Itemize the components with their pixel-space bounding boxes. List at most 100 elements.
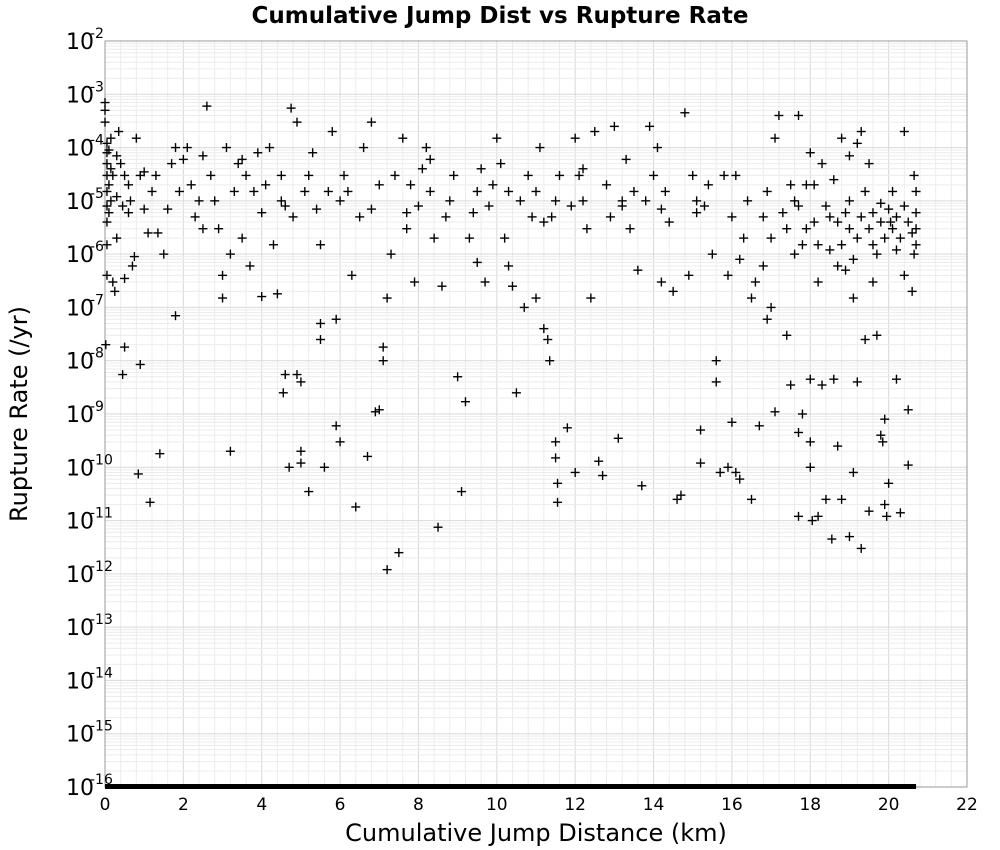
data-point (762, 186, 772, 196)
data-point (656, 277, 666, 287)
x-tick-label: 8 (413, 795, 424, 815)
data-point (821, 494, 831, 504)
y-tick-base: 10 (66, 296, 94, 321)
data-point (316, 318, 325, 328)
data-point (844, 151, 854, 161)
data-point (261, 180, 271, 190)
data-point (778, 208, 788, 218)
data-point (782, 330, 792, 340)
y-tick-base: 10 (66, 669, 94, 694)
data-point (637, 481, 647, 491)
data-point (280, 201, 290, 211)
data-point (813, 240, 823, 250)
data-point (762, 314, 772, 324)
data-point (848, 293, 858, 303)
data-point (106, 196, 116, 206)
data-point (880, 233, 890, 243)
data-point (895, 508, 905, 518)
data-point (868, 240, 878, 250)
data-point (171, 143, 181, 153)
data-point (688, 170, 698, 180)
data-point (888, 186, 898, 196)
data-point (116, 159, 126, 169)
data-point (331, 314, 341, 324)
data-point (813, 511, 823, 521)
data-point (911, 186, 921, 196)
data-point (120, 170, 130, 180)
y-axis-label: Rupture Rate (/yr) (5, 306, 33, 522)
data-point (786, 380, 796, 390)
data-point (598, 471, 608, 481)
data-point (872, 249, 882, 259)
data-point (578, 196, 588, 206)
data-point (153, 228, 163, 238)
data-point (829, 374, 839, 384)
y-tick-base: 10 (66, 243, 94, 268)
x-tick-label: 18 (799, 795, 821, 815)
data-point (878, 437, 888, 447)
y-tick-exponent: -13 (90, 612, 113, 628)
data-point (449, 170, 459, 180)
data-point (304, 487, 314, 497)
data-point (770, 133, 780, 143)
data-point (794, 427, 804, 437)
data-point (856, 543, 866, 553)
y-tick-base: 10 (66, 350, 94, 375)
data-point (292, 370, 302, 380)
data-point (680, 108, 690, 118)
data-point (300, 186, 310, 196)
x-tick-label: 0 (100, 795, 111, 815)
data-point (590, 127, 600, 137)
data-point (253, 148, 263, 158)
data-point (856, 212, 866, 222)
y-tick-exponent: -7 (90, 292, 104, 308)
data-point (102, 159, 112, 169)
data-point (570, 467, 580, 477)
data-point (101, 340, 111, 350)
data-point (649, 170, 659, 180)
data-point (891, 212, 901, 222)
data-point (292, 117, 302, 127)
x-tick-label: 4 (256, 795, 267, 815)
data-point (268, 240, 278, 250)
y-tick: 10-6 (66, 239, 104, 268)
data-point (476, 164, 486, 174)
data-point (102, 240, 112, 250)
data-point (390, 170, 400, 180)
data-point (813, 277, 823, 287)
data-point (319, 462, 329, 472)
data-point (903, 460, 913, 470)
data-point (190, 212, 200, 222)
y-tick-exponent: -10 (90, 452, 113, 468)
data-point (703, 180, 713, 190)
y-tick: 10-9 (66, 399, 104, 428)
data-point (108, 277, 118, 287)
data-point (625, 224, 635, 234)
data-point (453, 372, 463, 382)
data-point (339, 170, 349, 180)
data-point (852, 377, 862, 387)
data-point (786, 180, 796, 190)
data-point (120, 273, 130, 283)
data-point (553, 497, 563, 507)
data-point (911, 208, 921, 218)
data-point (484, 201, 494, 211)
data-point (731, 170, 741, 180)
data-point (347, 270, 357, 280)
data-point (124, 208, 134, 218)
data-point (257, 292, 267, 302)
data-point (794, 110, 804, 120)
data-point (829, 175, 839, 185)
x-tick-label: 12 (564, 795, 586, 815)
data-point (296, 446, 306, 456)
data-point (555, 170, 565, 180)
data-point (202, 101, 212, 111)
data-point (672, 494, 682, 504)
data-point (907, 228, 917, 238)
y-tick: 10-14 (66, 665, 113, 694)
data-point (539, 217, 549, 227)
data-point (684, 270, 694, 280)
x-tick-label: 22 (956, 795, 978, 815)
data-point (527, 212, 537, 222)
data-point (413, 201, 423, 211)
